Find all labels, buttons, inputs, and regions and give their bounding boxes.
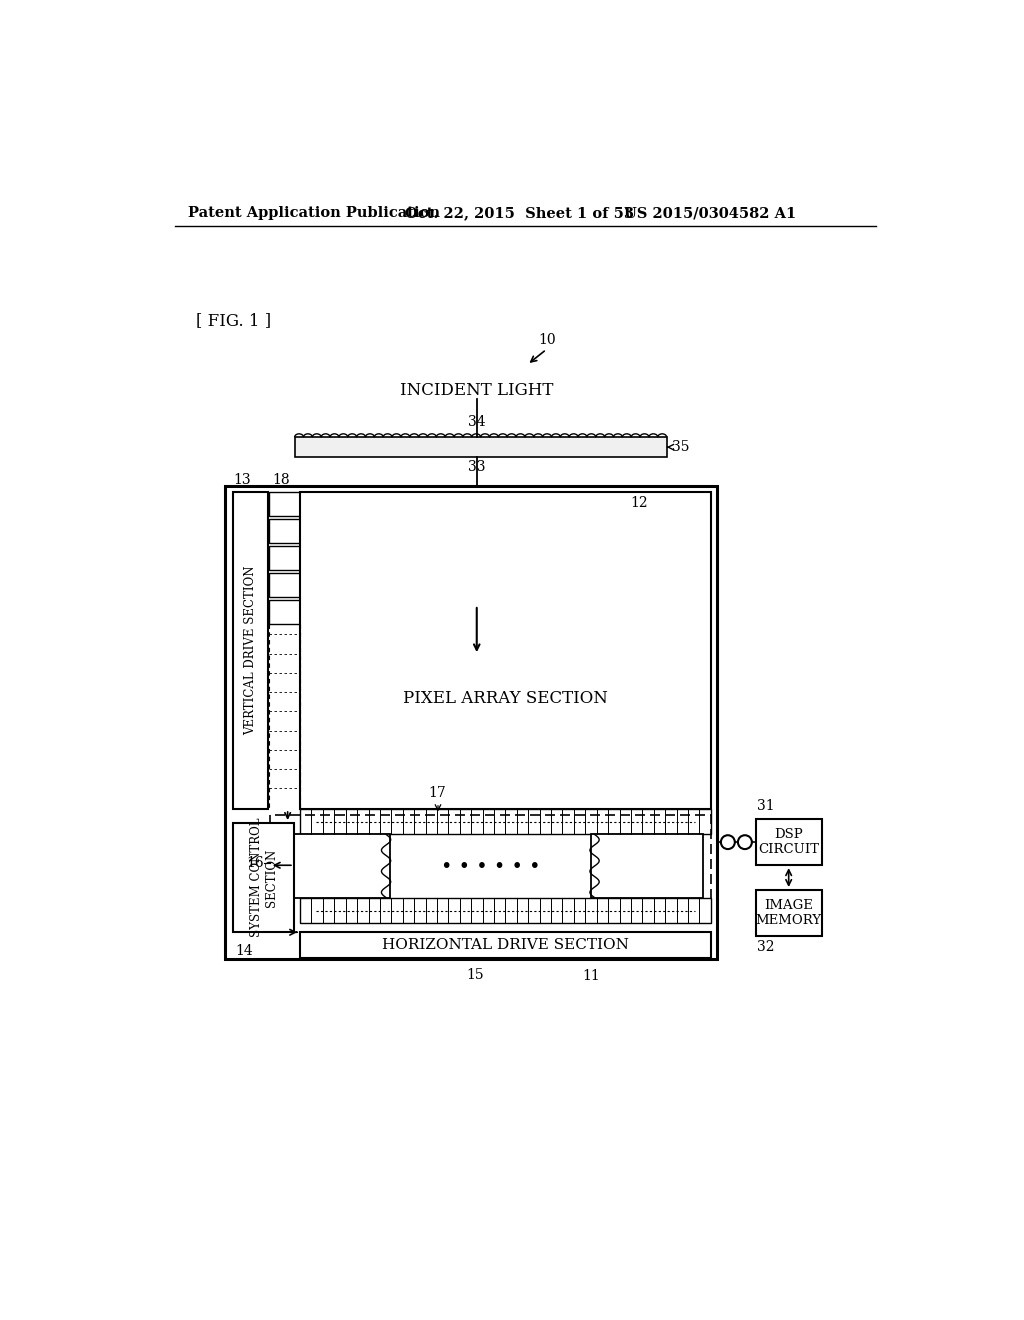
- Text: 10: 10: [539, 333, 556, 347]
- Text: 15: 15: [466, 969, 484, 982]
- Text: SYSTEM CONTROL
SECTION: SYSTEM CONTROL SECTION: [250, 818, 278, 937]
- Bar: [269, 492, 300, 516]
- Bar: [300, 898, 711, 923]
- Text: 32: 32: [758, 940, 775, 954]
- Text: Patent Application Publication: Patent Application Publication: [188, 206, 440, 220]
- Text: 34: 34: [468, 416, 485, 429]
- Bar: [225, 486, 717, 960]
- Bar: [269, 519, 300, 544]
- Bar: [269, 573, 300, 598]
- Text: HORIZONTAL DRIVE SECTION: HORIZONTAL DRIVE SECTION: [382, 939, 629, 952]
- Text: • • • • • •: • • • • • •: [440, 857, 540, 875]
- Bar: [300, 809, 711, 834]
- Bar: [269, 545, 300, 570]
- Text: PIXEL ARRAY SECTION: PIXEL ARRAY SECTION: [403, 689, 608, 706]
- Bar: [270, 816, 711, 923]
- Bar: [233, 822, 294, 932]
- Text: 12: 12: [631, 496, 648, 510]
- Text: 16: 16: [246, 855, 263, 870]
- Bar: [300, 492, 711, 809]
- Text: 11: 11: [583, 969, 600, 983]
- Bar: [278, 834, 390, 898]
- Text: 35: 35: [672, 440, 689, 454]
- Bar: [591, 834, 703, 898]
- Text: 13: 13: [233, 473, 251, 487]
- Text: [ FIG. 1 ]: [ FIG. 1 ]: [197, 313, 271, 330]
- Text: IMAGE
MEMORY: IMAGE MEMORY: [756, 899, 821, 927]
- Text: 17: 17: [429, 785, 446, 800]
- Bar: [269, 599, 300, 624]
- Text: INCIDENT LIGHT: INCIDENT LIGHT: [400, 381, 553, 399]
- Text: 18: 18: [272, 473, 290, 487]
- Bar: [756, 890, 821, 936]
- Text: Oct. 22, 2015  Sheet 1 of 53: Oct. 22, 2015 Sheet 1 of 53: [406, 206, 635, 220]
- Text: 14: 14: [234, 944, 253, 958]
- Bar: [300, 932, 711, 958]
- Bar: [233, 492, 267, 809]
- Text: 33: 33: [468, 461, 485, 474]
- Text: DSP
CIRCUIT: DSP CIRCUIT: [758, 828, 819, 857]
- Bar: [756, 818, 821, 866]
- Text: US 2015/0304582 A1: US 2015/0304582 A1: [624, 206, 797, 220]
- Bar: [295, 437, 667, 457]
- Text: 31: 31: [758, 799, 775, 813]
- Text: VERTICAL DRIVE SECTION: VERTICAL DRIVE SECTION: [244, 566, 257, 735]
